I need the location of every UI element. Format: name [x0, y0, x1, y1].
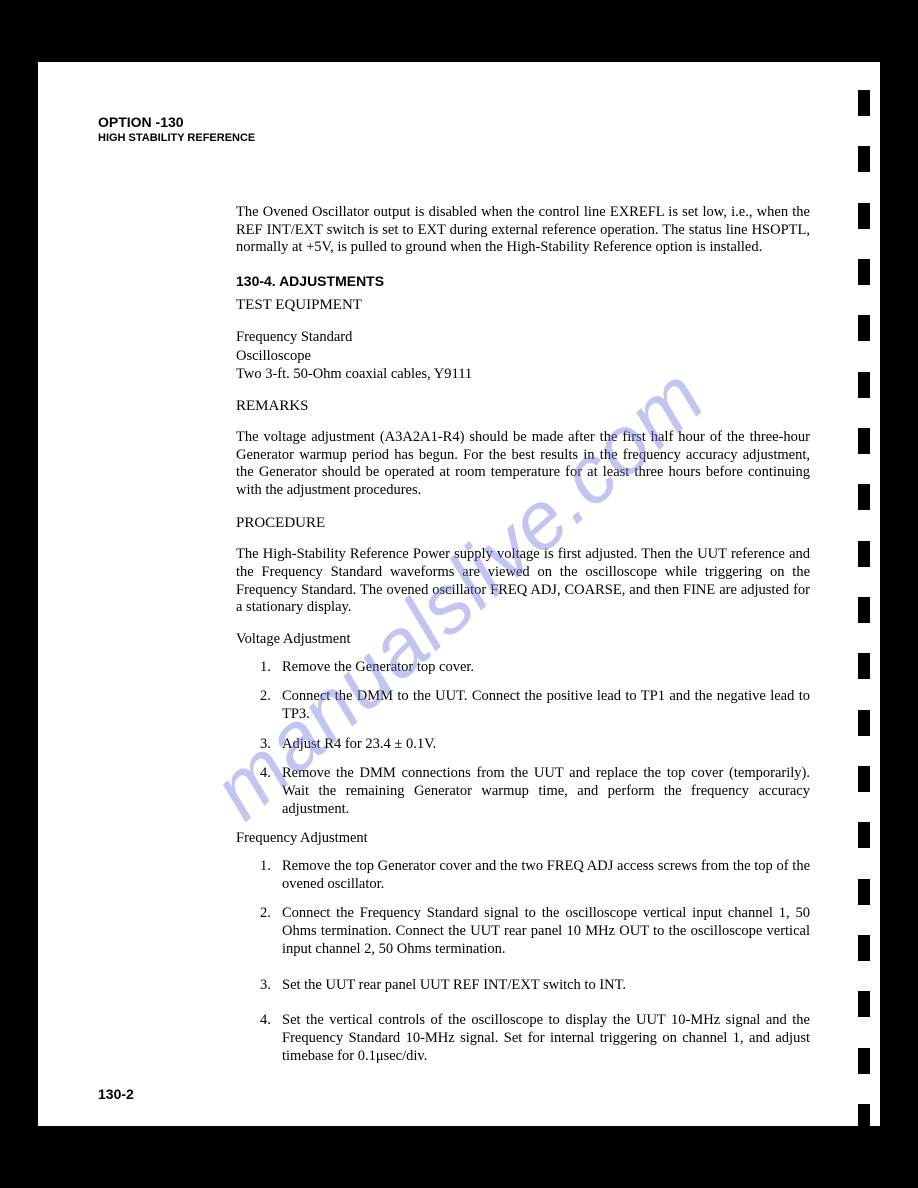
page-header: OPTION -130 HIGH STABILITY REFERENCE [98, 114, 820, 144]
remarks-paragraph: The voltage adjustment (A3A2A1-R4) shoul… [236, 429, 810, 500]
list-number: 4. [260, 1012, 282, 1065]
header-subtitle: HIGH STABILITY REFERENCE [98, 132, 820, 144]
frequency-steps-list: 1.Remove the top Generator cover and the… [260, 858, 810, 1065]
list-text: Remove the DMM connections from the UUT … [282, 765, 810, 818]
binding-mark-icon [858, 259, 870, 285]
header-title: OPTION -130 [98, 114, 820, 130]
list-number: 4. [260, 765, 282, 818]
list-item: 2.Connect the DMM to the UUT. Connect th… [260, 688, 810, 723]
list-item: 3.Adjust R4 for 23.4 ± 0.1V. [260, 736, 810, 754]
equipment-item: Oscilloscope [236, 347, 810, 365]
list-text: Set the vertical controls of the oscillo… [282, 1012, 810, 1065]
list-item: 1.Remove the Generator top cover. [260, 659, 810, 677]
binding-mark-icon [858, 991, 870, 1017]
list-number: 1. [260, 858, 282, 893]
procedure-paragraph: The High-Stability Reference Power suppl… [236, 546, 810, 617]
test-equipment-heading: TEST EQUIPMENT [236, 296, 810, 314]
binding-mark-icon [858, 653, 870, 679]
list-item: 3.Set the UUT rear panel UUT REF INT/EXT… [260, 977, 810, 995]
list-item: 2.Connect the Frequency Standard signal … [260, 905, 810, 958]
list-item: 4.Set the vertical controls of the oscil… [260, 1012, 810, 1065]
binding-mark-icon [858, 484, 870, 510]
list-text: Remove the top Generator cover and the t… [282, 858, 810, 893]
binding-mark-icon [858, 597, 870, 623]
list-text: Connect the DMM to the UUT. Connect the … [282, 688, 810, 723]
binding-mark-icon [858, 1048, 870, 1074]
equipment-list: Frequency Standard Oscilloscope Two 3-ft… [236, 328, 810, 382]
binding-mark-icon [858, 372, 870, 398]
list-number: 1. [260, 659, 282, 677]
remarks-heading: REMARKS [236, 397, 810, 415]
binding-marks [858, 90, 870, 1130]
list-text: Adjust R4 for 23.4 ± 0.1V. [282, 736, 810, 754]
binding-mark-icon [858, 935, 870, 961]
list-number: 3. [260, 736, 282, 754]
binding-mark-icon [858, 203, 870, 229]
intro-paragraph: The Ovened Oscillator output is disabled… [236, 204, 810, 257]
equipment-item: Two 3-ft. 50-Ohm coaxial cables, Y9111 [236, 365, 810, 383]
binding-mark-icon [858, 1104, 870, 1130]
equipment-item: Frequency Standard [236, 328, 810, 346]
list-number: 2. [260, 905, 282, 958]
voltage-adjustment-heading: Voltage Adjustment [236, 631, 810, 649]
page-number: 130-2 [98, 1086, 134, 1102]
procedure-heading: PROCEDURE [236, 514, 810, 532]
content-block: The Ovened Oscillator output is disabled… [236, 204, 810, 1065]
list-item: 1.Remove the top Generator cover and the… [260, 858, 810, 893]
binding-mark-icon [858, 879, 870, 905]
list-text: Set the UUT rear panel UUT REF INT/EXT s… [282, 977, 810, 995]
binding-mark-icon [858, 428, 870, 454]
list-item: 4.Remove the DMM connections from the UU… [260, 765, 810, 818]
binding-mark-icon [858, 541, 870, 567]
binding-mark-icon [858, 146, 870, 172]
list-number: 3. [260, 977, 282, 995]
frequency-adjustment-heading: Frequency Adjustment [236, 830, 810, 848]
list-text: Remove the Generator top cover. [282, 659, 810, 677]
binding-mark-icon [858, 822, 870, 848]
list-text: Connect the Frequency Standard signal to… [282, 905, 810, 958]
voltage-steps-list: 1.Remove the Generator top cover. 2.Conn… [260, 659, 810, 819]
document-page: manualslive.com OPTION -130 HIGH STABILI… [38, 62, 880, 1126]
binding-mark-icon [858, 315, 870, 341]
section-heading-adjustments: 130-4. ADJUSTMENTS [236, 273, 810, 290]
binding-mark-icon [858, 766, 870, 792]
binding-mark-icon [858, 90, 870, 116]
list-number: 2. [260, 688, 282, 723]
binding-mark-icon [858, 710, 870, 736]
